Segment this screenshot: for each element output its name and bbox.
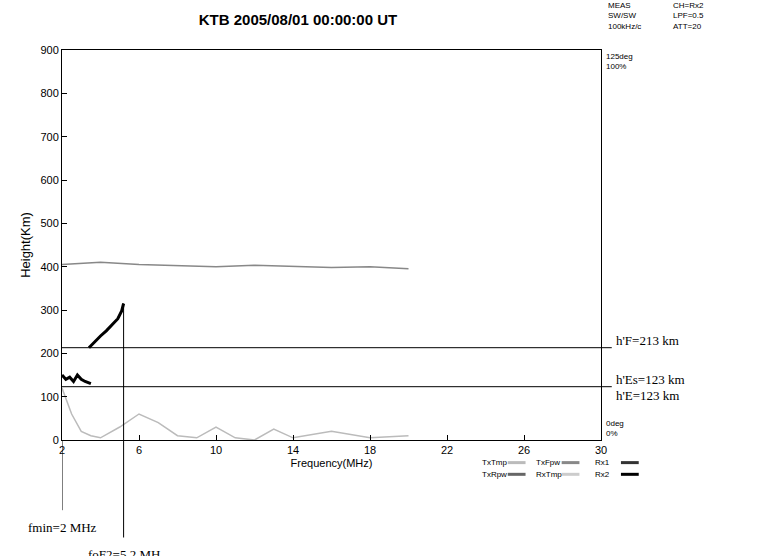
svg-text:CH=Rx2LPF=0.5ATT=20: CH=Rx2LPF=0.5ATT=20 [673,1,704,31]
svg-text:Frequency(MHz): Frequency(MHz) [291,457,373,469]
svg-text:18: 18 [364,444,376,456]
svg-text:Rx1: Rx1 [595,458,610,467]
svg-text:30: 30 [595,444,607,456]
svg-text:h'F=213 km: h'F=213 km [616,333,679,348]
svg-text:6: 6 [136,444,142,456]
svg-text:fmin=2 MHz: fmin=2 MHz [28,520,97,535]
svg-text:300: 300 [40,304,58,316]
svg-text:400: 400 [40,261,58,273]
svg-text:900: 900 [40,44,58,56]
svg-text:14: 14 [287,444,299,456]
svg-text:TxFpw: TxFpw [536,458,560,467]
svg-text:600: 600 [40,174,58,186]
svg-text:0: 0 [53,434,59,446]
svg-text:22: 22 [441,444,453,456]
svg-text:KTB 2005/08/01 00:00:00 UT: KTB 2005/08/01 00:00:00 UT [199,11,397,28]
svg-text:100: 100 [40,391,58,403]
svg-text:125deg100%: 125deg100% [606,52,633,71]
svg-text:700: 700 [40,131,58,143]
svg-text:Rx2: Rx2 [595,470,610,479]
svg-text:800: 800 [40,87,58,99]
svg-text:0deg0%: 0deg0% [606,419,624,438]
svg-text:10: 10 [210,444,222,456]
svg-text:2: 2 [59,444,65,456]
svg-text:foF2=5,2 MH: foF2=5,2 MH [88,547,160,556]
svg-text:Height(Km): Height(Km) [18,212,33,278]
svg-text:MEASSW/SW100kHz/c: MEASSW/SW100kHz/c [608,1,641,31]
svg-text:TxTmp: TxTmp [482,458,507,467]
svg-text:TxRpw: TxRpw [482,470,507,479]
svg-text:RxTmp: RxTmp [536,470,562,479]
svg-text:500: 500 [40,217,58,229]
svg-text:200: 200 [40,347,58,359]
svg-text:h'E=123 km: h'E=123 km [616,388,679,403]
svg-text:h'Es=123 km: h'Es=123 km [616,372,685,387]
svg-text:26: 26 [518,444,530,456]
